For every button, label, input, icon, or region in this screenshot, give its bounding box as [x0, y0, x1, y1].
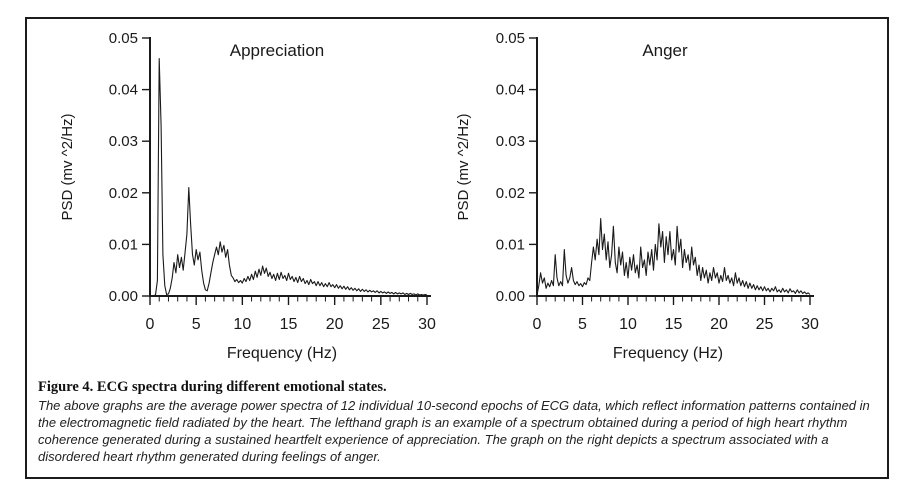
x-tick-label: 10: [233, 316, 251, 333]
x-tick-label: 30: [418, 316, 436, 333]
x-tick-label: 0: [146, 316, 155, 333]
y-tick-label: 0.03: [109, 133, 138, 150]
y-tick-label: 0.04: [496, 82, 525, 99]
y-tick-label: 0.00: [496, 288, 525, 305]
x-tick-label: 30: [801, 316, 819, 333]
x-tick-label: 0: [533, 316, 542, 333]
y-tick-label: 0.02: [496, 185, 525, 202]
x-tick-label: 20: [710, 316, 728, 333]
x-tick-label: 15: [280, 316, 298, 333]
chart-title: Anger: [642, 41, 688, 60]
y-axis-label: PSD (mv ^2/Hz): [455, 113, 472, 220]
figure-caption-body: The above graphs are the average power s…: [38, 398, 870, 464]
x-tick-label: 25: [372, 316, 390, 333]
x-tick-label: 20: [326, 316, 344, 333]
y-tick-label: 0.00: [109, 288, 138, 305]
figure-caption-title: Figure 4. ECG spectra during different e…: [38, 379, 387, 395]
x-tick-label: 5: [578, 316, 587, 333]
x-tick-label: 10: [619, 316, 637, 333]
psd-trace-anger: [536, 218, 811, 296]
y-tick-label: 0.05: [496, 30, 525, 47]
y-tick-label: 0.01: [496, 236, 525, 253]
y-tick-label: 0.02: [109, 185, 138, 202]
y-tick-label: 0.03: [496, 133, 525, 150]
x-axis-label: Frequency (Hz): [227, 345, 337, 362]
y-tick-label: 0.01: [109, 236, 138, 253]
y-tick-label: 0.04: [109, 82, 138, 99]
x-tick-label: 25: [756, 316, 774, 333]
y-tick-label: 0.05: [109, 30, 138, 47]
chart-title: Appreciation: [230, 41, 325, 60]
x-tick-label: 5: [192, 316, 201, 333]
psd-trace-appreciation: [149, 58, 428, 297]
x-axis-label: Frequency (Hz): [613, 345, 723, 362]
appreciation-chart: 0.00 0.01 0.02 0.03 0.04 0.05 0 5 10 15 20 25 30 Appr…: [59, 30, 436, 362]
figure-border: [25, 17, 889, 479]
anger-chart: 0.00 0.01 0.02 0.03 0.04 0.05 0 5 10 15 20 25 30 Ange…: [455, 30, 819, 362]
x-tick-label: 15: [665, 316, 683, 333]
y-axis-label: PSD (mv ^2/Hz): [59, 113, 76, 220]
